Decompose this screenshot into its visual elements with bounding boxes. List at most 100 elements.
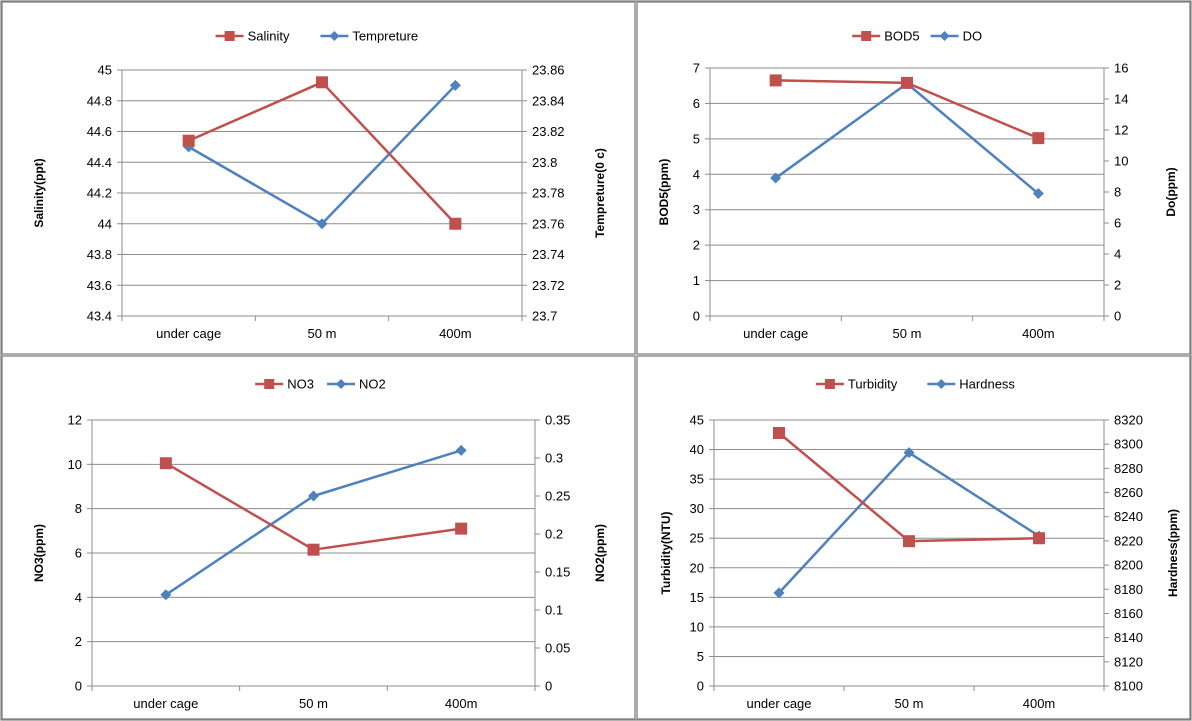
x-tick-label: 400m [1023, 696, 1056, 711]
right-tick-label: 8 [1114, 185, 1121, 200]
data-point-do [1032, 188, 1044, 200]
legend-label-tempreture: Tempreture [352, 29, 418, 44]
data-point-bod5 [1032, 132, 1045, 145]
data-point-bod5 [769, 74, 782, 87]
right-tick-label: 8240 [1114, 509, 1143, 524]
data-point-salinity [449, 217, 462, 230]
legend-label-no2: NO2 [359, 377, 386, 392]
data-point-no3 [307, 543, 320, 556]
data-point-no2 [455, 444, 467, 456]
left-axis-title: Salinity(ppt) [32, 158, 46, 227]
chart-panel-4: 0 5 10 15 20 25 30 35 40 45 8100 8120 8140 8160 8180 82… [636, 355, 1191, 720]
left-tick-label: 35 [690, 472, 704, 487]
right-tick-label: 0.05 [545, 641, 570, 656]
left-tick-label: 0 [693, 309, 700, 324]
data-point-bod5 [901, 76, 913, 89]
right-tick-label: 0.25 [545, 489, 570, 504]
data-point-turbidity [1033, 532, 1045, 545]
legend-marker-do [939, 31, 950, 41]
right-tick-label: 6 [1114, 216, 1121, 231]
right-axis-title: Hardness(ppm) [1166, 509, 1180, 597]
left-tick-label: 10 [68, 457, 82, 472]
legend-marker-turbidity [824, 379, 835, 389]
left-tick-label: 5 [693, 131, 700, 146]
x-tick-label: under cage [133, 696, 198, 711]
data-point-salinity [182, 134, 195, 147]
panel-border [1, 1, 636, 355]
left-tick-label: 5 [697, 649, 704, 664]
legend: BOD5 DO [852, 29, 982, 44]
right-tick-label: 8220 [1114, 533, 1143, 548]
left-axis-title: NO3(ppm) [32, 524, 46, 582]
left-tick-label: 2 [693, 238, 700, 253]
data-point-tempreture [449, 79, 461, 91]
legend-label-salinity: Salinity [248, 29, 290, 44]
left-tick-label: 44.4 [87, 155, 112, 170]
right-tick-label: 23.78 [532, 186, 565, 201]
left-tick-label: 43.6 [87, 278, 112, 293]
right-tick-label: 8200 [1114, 558, 1143, 573]
legend-marker-hardness [936, 379, 947, 389]
left-tick-label: 44 [98, 216, 112, 231]
legend-marker-tempreture [329, 31, 340, 41]
left-tick-label: 15 [690, 590, 704, 605]
chart-panel-1: 43.4 43.6 43.8 44 44.2 44.4 44.6 44.8 45 23.7 23.7… [1, 1, 636, 355]
left-tick-label: 6 [693, 96, 700, 111]
legend-marker-bod5 [861, 31, 872, 41]
left-tick-label: 44.8 [87, 93, 112, 108]
right-tick-label: 23.82 [532, 124, 565, 139]
right-tick-label: 8140 [1114, 630, 1143, 645]
left-tick-label: 4 [693, 167, 700, 182]
right-tick-label: 0 [545, 679, 552, 694]
left-tick-label: 4 [75, 590, 82, 605]
data-point-no3 [159, 457, 172, 470]
right-tick-label: 0.2 [545, 527, 563, 542]
legend-label-bod5: BOD5 [884, 29, 919, 44]
left-tick-label: 40 [690, 442, 704, 457]
chart-panel-3: 0 2 4 6 8 10 12 0 0.05 0.1 0.15 0.2 0.25 0.3 0.35 under… [1, 355, 636, 720]
legend-label-turbidity: Turbidity [848, 377, 898, 392]
right-axis-title: Do(ppm) [1164, 167, 1178, 216]
data-point-hardness [903, 447, 915, 459]
left-tick-label: 3 [693, 202, 700, 217]
data-point-do [770, 172, 782, 184]
right-tick-label: 2 [1114, 278, 1121, 293]
legend-label-no3: NO3 [287, 377, 314, 392]
right-tick-label: 23.8 [532, 155, 557, 170]
left-axis-title: Turbidity(NTU) [659, 511, 673, 594]
data-point-no2 [308, 490, 319, 502]
right-tick-label: 8100 [1114, 679, 1143, 694]
x-tick-label: 400m [439, 326, 472, 341]
left-tick-label: 6 [75, 546, 82, 561]
right-tick-label: 0.1 [545, 603, 563, 618]
left-tick-label: 45 [690, 413, 704, 428]
left-tick-label: 12 [68, 413, 82, 428]
legend-marker-no3 [264, 379, 275, 389]
right-tick-label: 8260 [1114, 485, 1143, 500]
x-tick-label: 50 m [308, 326, 337, 341]
left-tick-label: 43.4 [87, 309, 112, 324]
x-tick-label: under cage [743, 326, 808, 341]
right-tick-label: 8280 [1114, 461, 1143, 476]
right-tick-label: 0.3 [545, 451, 563, 466]
left-tick-label: 2 [75, 634, 82, 649]
left-tick-label: 30 [690, 501, 704, 516]
left-tick-label: 20 [690, 560, 704, 575]
left-tick-label: 44.6 [87, 124, 112, 139]
right-tick-label: 23.74 [532, 247, 565, 262]
left-tick-label: 8 [75, 501, 82, 516]
left-axis-title: BOD5(ppm) [657, 159, 671, 226]
right-tick-label: 8320 [1114, 413, 1143, 428]
right-tick-label: 12 [1114, 123, 1128, 138]
data-point-turbidity [903, 535, 915, 548]
right-tick-label: 8180 [1114, 582, 1143, 597]
right-tick-label: 23.86 [532, 63, 565, 78]
x-tick-label: 50 m [299, 696, 328, 711]
right-tick-label: 0.35 [545, 413, 570, 428]
x-tick-label: 50 m [893, 326, 922, 341]
data-point-salinity [316, 76, 328, 89]
right-tick-label: 8160 [1114, 606, 1143, 621]
right-tick-label: 23.76 [532, 216, 565, 231]
